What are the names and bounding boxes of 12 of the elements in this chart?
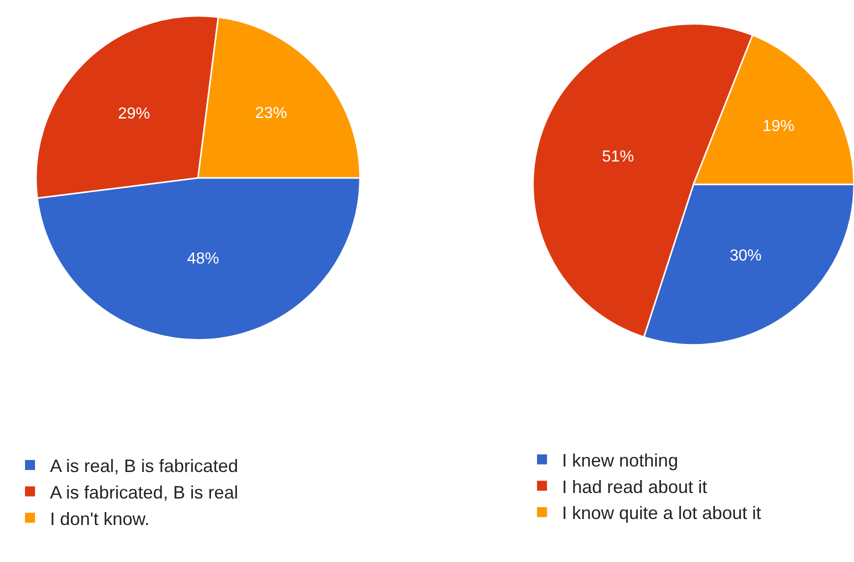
data-label: 30% [730, 248, 762, 265]
legend-label: I had read about it [562, 476, 708, 497]
legend-label: I don't know. [50, 508, 150, 529]
legend-label: I know quite a lot about it [562, 503, 762, 524]
data-label: 19% [762, 118, 794, 136]
data-label: 29% [118, 105, 150, 122]
legend-label: A is fabricated, B is real [50, 482, 238, 502]
legend-label: I knew nothing [562, 450, 678, 470]
legend-label: A is real, B is fabricated [50, 456, 238, 476]
data-label: 48% [187, 250, 220, 268]
data-label: 23% [255, 104, 288, 122]
data-label: 51% [602, 148, 634, 166]
